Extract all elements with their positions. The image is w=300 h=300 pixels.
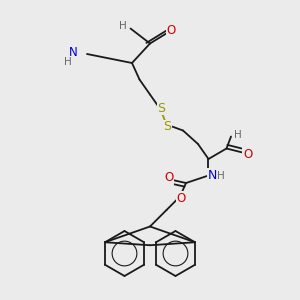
Text: N: N [207,169,217,182]
Text: H: H [234,130,242,140]
Text: O: O [167,23,176,37]
Text: O: O [164,171,173,184]
Text: S: S [164,120,171,134]
Text: H: H [217,171,225,182]
Text: S: S [158,101,165,115]
Text: O: O [176,191,185,205]
Text: H: H [119,21,127,31]
Text: N: N [69,46,78,59]
Text: O: O [243,148,252,161]
Text: H: H [64,56,71,67]
